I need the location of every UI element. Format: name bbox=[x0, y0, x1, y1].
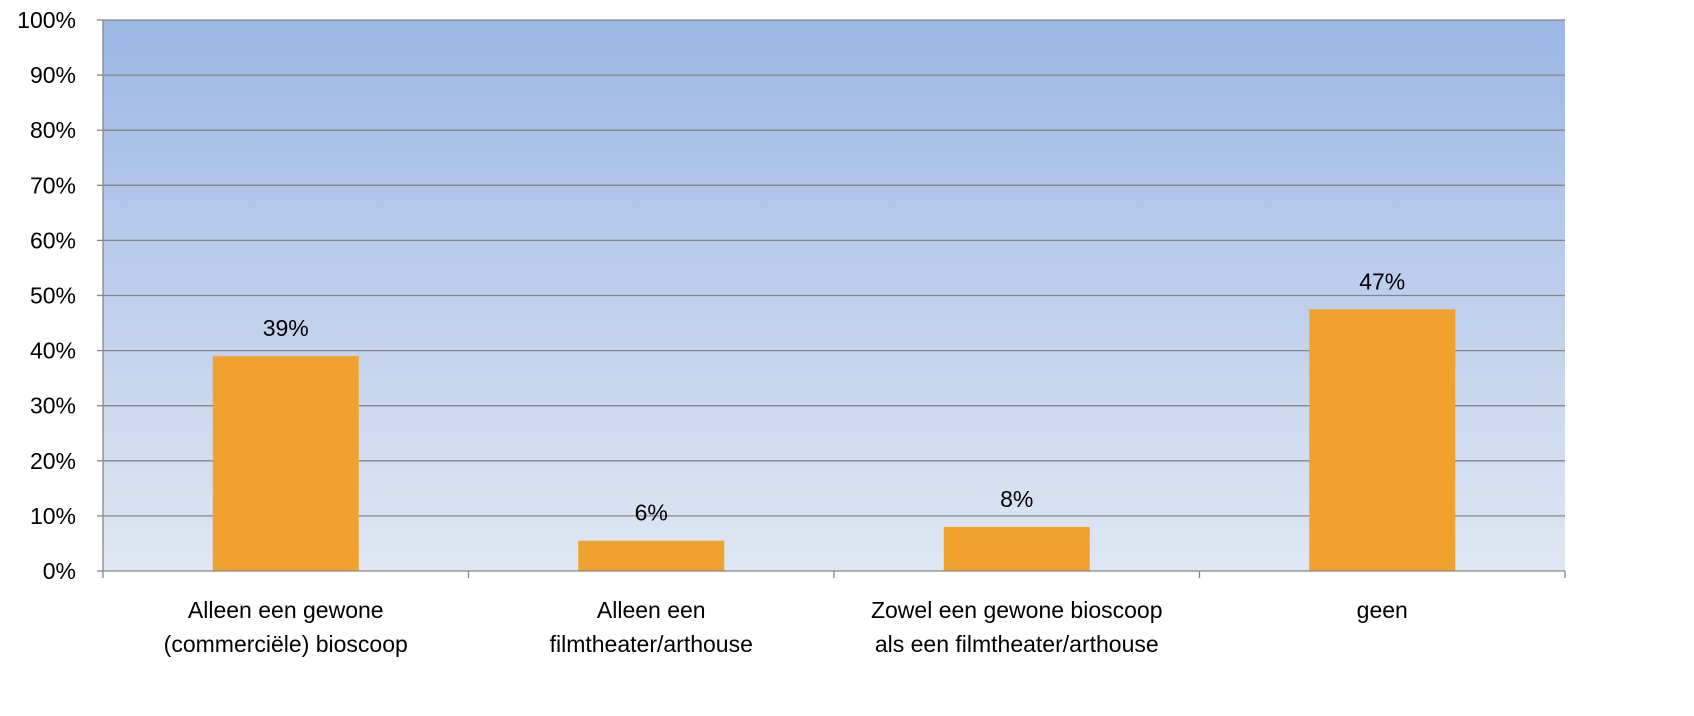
y-tick-label: 80% bbox=[30, 117, 76, 143]
y-tick-label: 20% bbox=[30, 448, 76, 474]
labels: 0% 10% 20% 30% 40% 50% 60% 70% 80% 90% 100% 39% Alle… bbox=[17, 7, 1408, 657]
y-tick-label: 70% bbox=[30, 172, 76, 198]
y-tick-label: 0% bbox=[43, 558, 76, 584]
data-label: 47% bbox=[1359, 268, 1405, 294]
bar bbox=[1309, 309, 1456, 571]
data-label: 8% bbox=[1000, 486, 1033, 512]
y-tick-label: 10% bbox=[30, 503, 76, 529]
bars bbox=[212, 309, 1456, 571]
y-tick-label: 30% bbox=[30, 393, 76, 419]
bar bbox=[212, 356, 359, 571]
x-tick-label: Alleen een gewone (commerciële) bioscoop bbox=[164, 597, 408, 657]
x-tick-label: geen bbox=[1357, 597, 1408, 623]
y-tick-label: 90% bbox=[30, 62, 76, 88]
data-label: 6% bbox=[635, 500, 668, 526]
data-label: 39% bbox=[263, 315, 309, 341]
x-tick-label: Alleen een filmtheater/arthouse bbox=[550, 597, 753, 657]
axes bbox=[97, 19, 1566, 578]
y-tick-label: 50% bbox=[30, 283, 76, 309]
y-tick-label: 60% bbox=[30, 227, 76, 253]
bar bbox=[943, 526, 1090, 571]
y-tick-label: 40% bbox=[30, 338, 76, 364]
x-tick-label: Zowel een gewone bioscoop als een filmthe… bbox=[871, 597, 1163, 657]
y-tick-label: 100% bbox=[17, 7, 76, 33]
bar bbox=[578, 540, 725, 571]
